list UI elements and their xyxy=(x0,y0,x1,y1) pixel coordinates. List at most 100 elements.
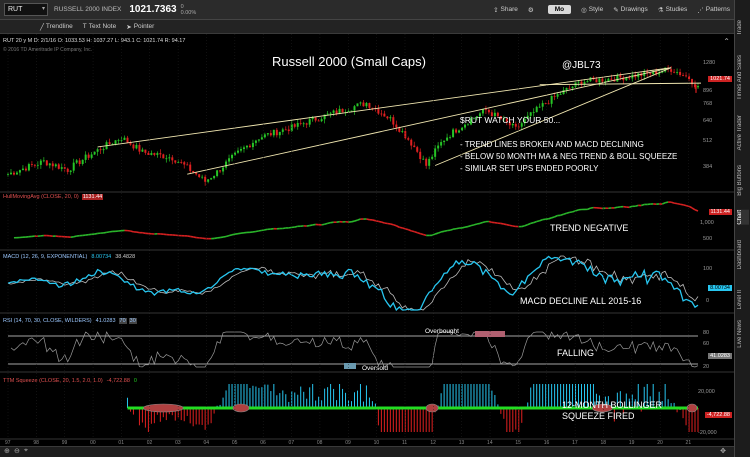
chevron-down-icon[interactable]: ▾ xyxy=(41,6,45,12)
candle-body xyxy=(469,118,472,125)
sidebar-tab-big-buttons[interactable]: Big Buttons xyxy=(737,165,743,196)
hull-segment xyxy=(288,226,292,229)
candle-body xyxy=(622,77,625,81)
sidebar-tab-chart[interactable]: Chart xyxy=(737,210,749,225)
x-tick-label: 19 xyxy=(628,440,635,446)
hull-segment xyxy=(136,231,140,234)
style-button[interactable]: ◎ Style xyxy=(581,6,604,14)
drawings-button[interactable]: ✎ Drawings xyxy=(613,6,648,14)
candle-body xyxy=(9,172,12,175)
candle-body xyxy=(189,164,192,171)
ttm-annotation-1: 12-MONTH BOLLINGER SQUEEZE FIRED xyxy=(562,400,663,421)
hull-segment xyxy=(213,237,218,240)
candle-body xyxy=(664,67,667,72)
pointer-tool[interactable]: ➤ Pointer xyxy=(126,23,155,31)
collapse-icon[interactable]: ⌃ xyxy=(723,37,730,46)
gear-icon[interactable]: ⚙ xyxy=(527,6,534,14)
candle-body xyxy=(45,160,48,166)
candle-body xyxy=(120,139,123,141)
candle-body xyxy=(595,79,598,83)
candle-body xyxy=(514,123,517,127)
reset-icon[interactable]: ⌖ xyxy=(24,447,28,454)
candle-body xyxy=(646,71,649,74)
hull-segment xyxy=(500,222,505,225)
hull-segment xyxy=(73,235,77,238)
hull-segment xyxy=(354,219,358,222)
sidebar-tab-level-2[interactable]: Level II xyxy=(737,290,743,310)
trendline xyxy=(97,67,672,148)
candle-body xyxy=(553,95,556,97)
x-tick-label: 99 xyxy=(61,440,68,446)
hull-segment xyxy=(381,221,385,224)
trendline-tool[interactable]: ╱ Trendline xyxy=(40,23,73,31)
candle-body xyxy=(207,179,210,182)
candle-body xyxy=(132,144,135,149)
hull-segment xyxy=(228,234,233,237)
rsi-annotation: FALLING xyxy=(557,348,595,358)
candle-body xyxy=(490,112,493,117)
sidebar-tab-active-trader[interactable]: Active Trader xyxy=(737,115,743,151)
y-tick-main: 384 xyxy=(703,164,713,170)
share-button[interactable]: ⇪ Share xyxy=(493,6,518,14)
candle-body xyxy=(245,145,248,148)
candle-body xyxy=(353,106,356,111)
candle-body xyxy=(69,170,72,172)
candle-body xyxy=(544,103,547,104)
cursor-icon[interactable]: ✥ xyxy=(720,448,726,455)
hull-segment xyxy=(443,229,448,233)
candle-body xyxy=(153,153,156,155)
studies-button[interactable]: ⚗ Studies xyxy=(657,6,688,14)
chart-area[interactable] xyxy=(0,34,734,446)
candle-body xyxy=(472,117,475,119)
hull-segment xyxy=(682,204,687,207)
hull-segment xyxy=(413,230,418,234)
y-tick-main: 768 xyxy=(703,101,713,107)
hull-segment xyxy=(635,204,639,208)
zoom-out-icon[interactable]: ⊖ xyxy=(14,448,20,455)
patterns-button[interactable]: ⋰ Patterns xyxy=(697,6,730,14)
sidebar-tab-trade[interactable]: Trade xyxy=(737,20,743,36)
candle-body xyxy=(484,109,487,111)
candle-body xyxy=(248,145,251,148)
hull-segment xyxy=(264,228,269,231)
candle-body xyxy=(84,154,87,160)
candle-body xyxy=(269,133,272,136)
sidebar-tab-dashboard[interactable]: Dashboard xyxy=(737,240,743,270)
candle-body xyxy=(478,113,481,117)
zoom-in-icon[interactable]: ⊕ xyxy=(4,448,10,455)
hull-segment xyxy=(473,223,478,226)
status-bar: ⊕ ⊖ ⌖ ✥ xyxy=(0,446,734,457)
candle-body xyxy=(54,164,57,167)
candle-body xyxy=(213,175,216,179)
candle-body xyxy=(195,172,198,175)
candle-body xyxy=(670,69,673,72)
candle-body xyxy=(48,163,51,166)
candle-body xyxy=(493,112,496,117)
candle-body xyxy=(419,151,422,160)
candle-body xyxy=(111,143,114,145)
ttm-value-tag: -4,722.88 xyxy=(704,412,732,418)
candle-body xyxy=(431,156,434,159)
textnote-tool[interactable]: T Text Note xyxy=(82,23,117,30)
candle-body xyxy=(251,142,254,148)
hull-segment xyxy=(688,205,693,209)
hull-segment xyxy=(94,232,98,235)
aggregation-button[interactable]: Mo xyxy=(547,5,572,14)
hull-segment xyxy=(461,226,466,229)
sidebar-tab-live-news[interactable]: Live News xyxy=(737,320,743,348)
x-tick-label: 09 xyxy=(345,440,351,446)
hull-segment xyxy=(566,211,570,215)
sidebar-tab-times-and-sales[interactable]: Times And Sales xyxy=(737,55,743,100)
candle-body xyxy=(254,140,257,143)
last-price: 1021.7363 xyxy=(129,4,177,15)
x-tick-label: 00 xyxy=(90,440,96,446)
candle-body xyxy=(210,178,213,180)
hull-segment xyxy=(399,226,403,229)
candle-body xyxy=(33,164,36,166)
candle-body xyxy=(383,113,386,117)
symbol-input[interactable]: RUT ▾ xyxy=(4,3,48,16)
candle-body xyxy=(287,129,290,132)
squeeze-highlight xyxy=(143,403,184,413)
candle-body xyxy=(239,148,242,151)
candle-body xyxy=(559,94,562,95)
